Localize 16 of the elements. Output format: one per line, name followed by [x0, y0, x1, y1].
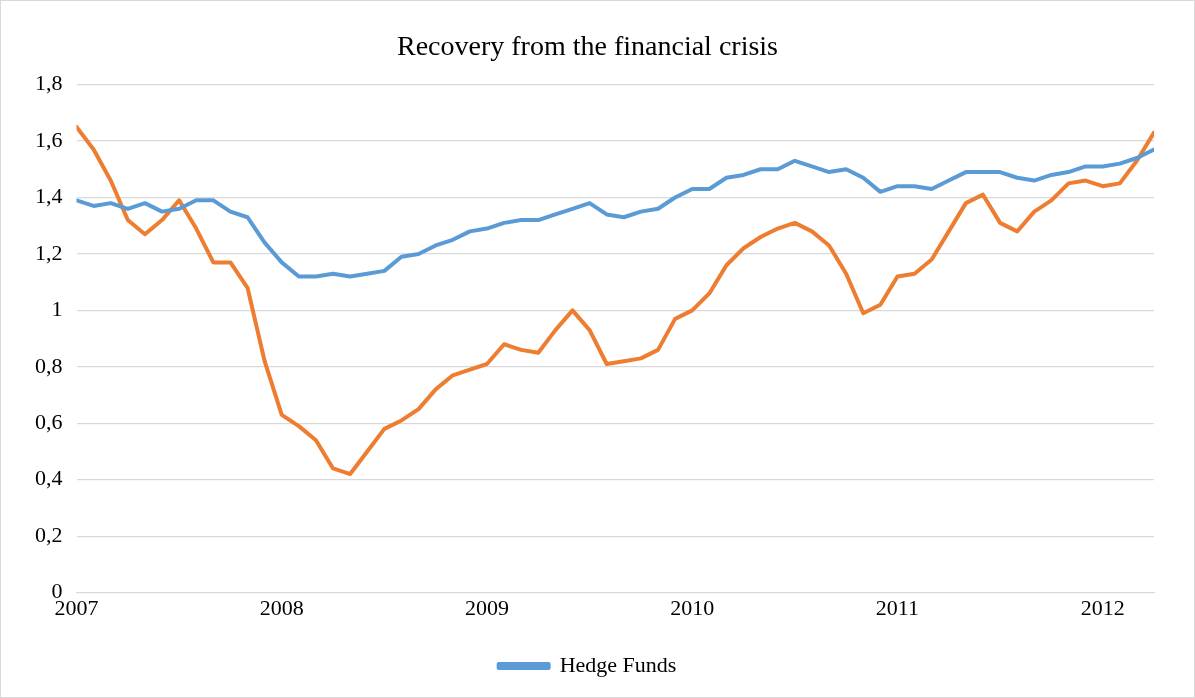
- x-tick-label: 2009: [464, 594, 509, 620]
- y-tick-label: 1: [51, 296, 63, 322]
- y-tick-label: 1,8: [35, 70, 63, 96]
- legend-label: Hedge Funds: [559, 651, 677, 677]
- y-tick-label: 0,2: [35, 521, 63, 547]
- chart-title: Recovery from the financial crisis: [397, 30, 778, 62]
- y-tick-label: 0,8: [35, 352, 63, 378]
- x-tick-label: 2011: [875, 594, 920, 620]
- y-tick-label: 0,6: [35, 409, 63, 435]
- y-tick-label: 0,4: [35, 465, 63, 491]
- y-tick-label: 1,2: [35, 239, 63, 265]
- x-tick-label: 2012: [1080, 594, 1125, 620]
- x-tick-label: 2010: [670, 594, 715, 620]
- y-tick-label: 1,4: [35, 183, 63, 209]
- y-tick-label: 1,6: [35, 126, 63, 152]
- x-tick-label: 2008: [259, 594, 304, 620]
